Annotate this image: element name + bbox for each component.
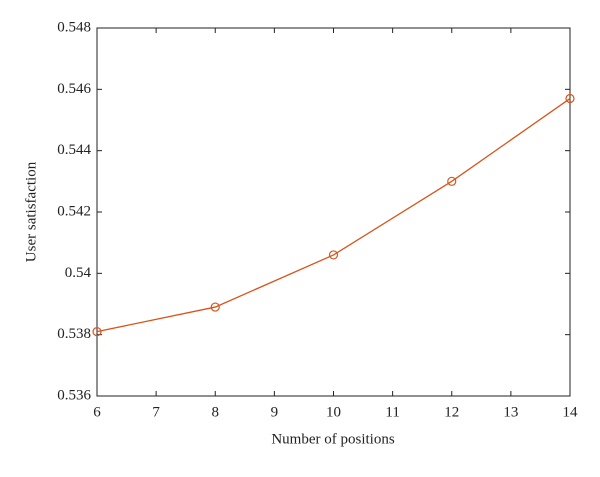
y-tick-label: 0.536	[57, 387, 91, 403]
x-tick-label: 8	[212, 404, 220, 420]
y-tick-label: 0.546	[57, 81, 91, 97]
y-tick-label: 0.538	[57, 326, 91, 342]
y-tick-label: 0.548	[57, 19, 91, 35]
y-tick-label: 0.54	[65, 265, 92, 281]
y-tick-label: 0.544	[57, 142, 91, 158]
y-axis-label: User satisfaction	[23, 161, 39, 262]
x-tick-label: 9	[271, 404, 279, 420]
data-point	[328, 250, 339, 260]
data-point	[92, 327, 102, 337]
series-line	[96, 98, 571, 333]
x-tick-label: 14	[563, 404, 579, 420]
data-point	[210, 302, 220, 312]
y-tick-label: 0.542	[57, 203, 91, 219]
plot-frame	[96, 27, 571, 397]
x-axis-label: Number of positions	[271, 431, 394, 447]
x-tick-label: 12	[444, 404, 459, 420]
data-point	[447, 176, 457, 186]
x-tick-label: 11	[385, 404, 399, 420]
x-tick-label: 6	[93, 404, 101, 420]
x-tick-label: 7	[152, 404, 160, 420]
data-point	[565, 93, 575, 104]
x-tick-label: 10	[326, 404, 341, 420]
x-tick-label: 13	[503, 404, 518, 420]
